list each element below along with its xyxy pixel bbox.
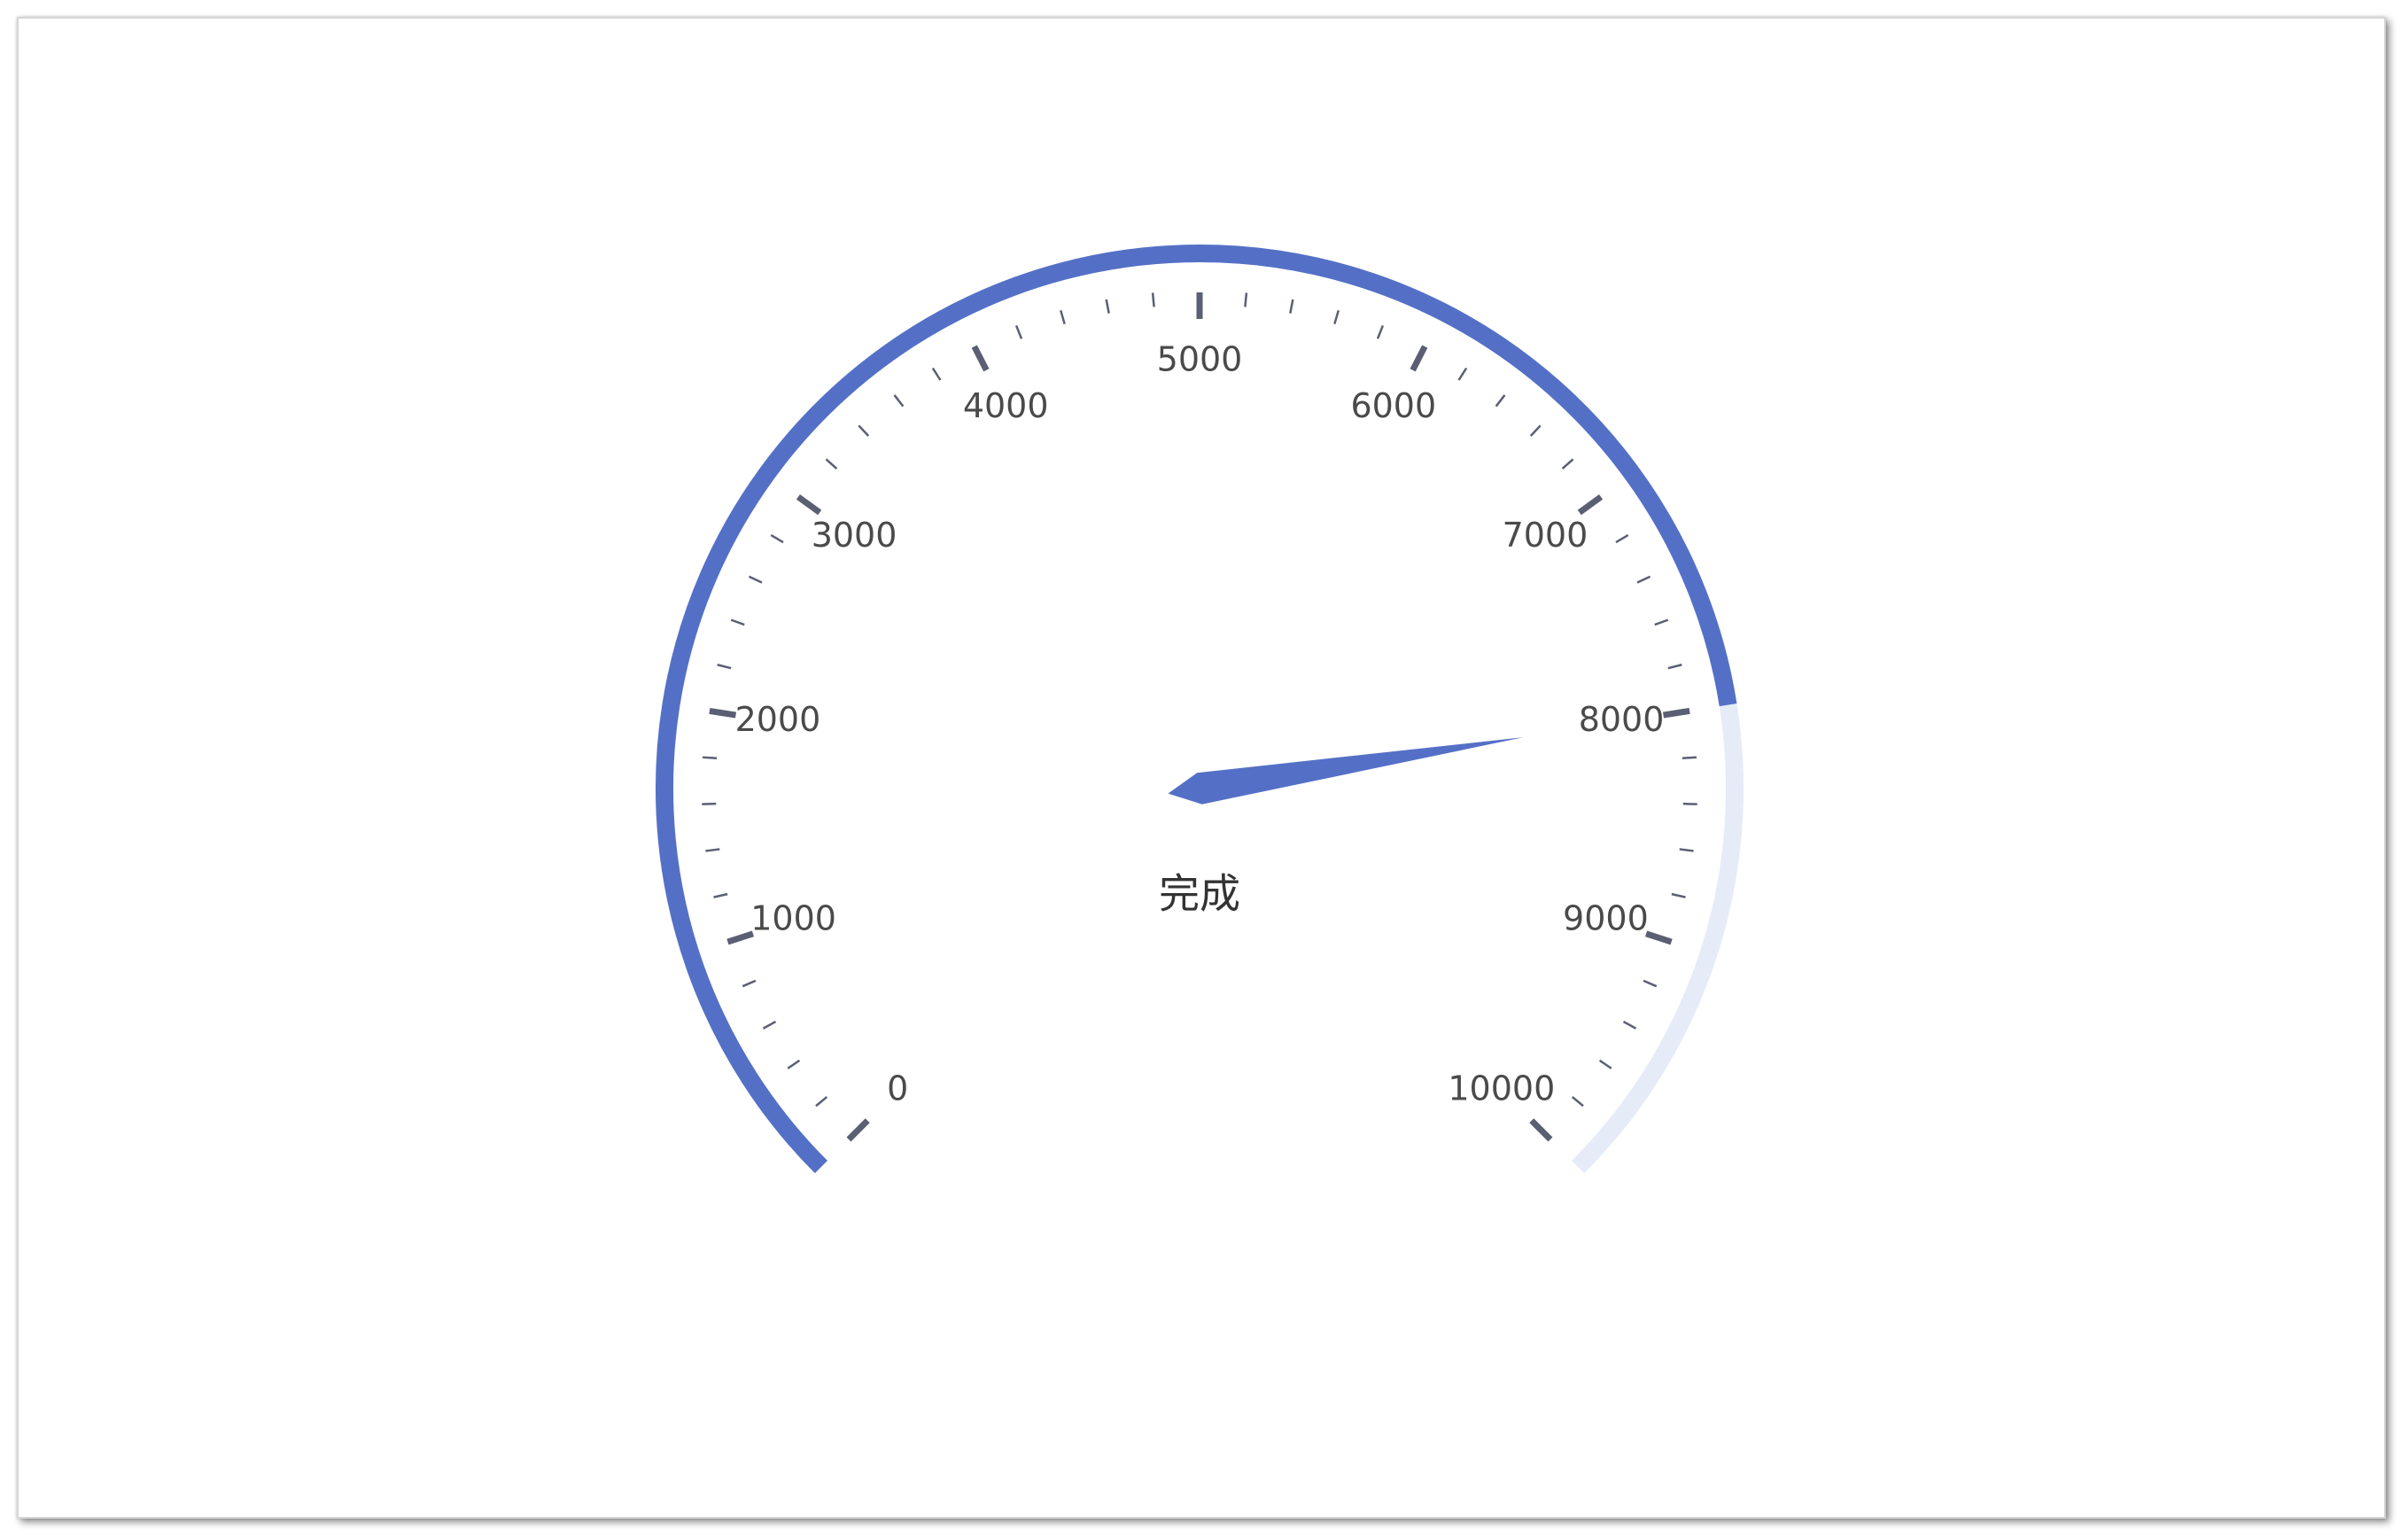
gauge-minor-tick [1622, 1020, 1637, 1030]
gauge-minor-tick [742, 979, 757, 988]
gauge-minor-tick [770, 533, 784, 544]
gauge-minor-tick [1671, 892, 1686, 898]
gauge-major-tick [971, 345, 990, 372]
gauge-progress-layer [656, 244, 1737, 1174]
gauge-tick-label: 0 [887, 1069, 908, 1108]
gauge-tick-label: 10000 [1448, 1069, 1555, 1108]
gauge-tick-label: 1000 [750, 898, 836, 937]
gauge-tick-label: 7000 [1503, 516, 1589, 555]
gauge-minor-tick [705, 848, 720, 852]
gauge-tick-label: 6000 [1350, 386, 1436, 425]
gauge-minor-tick [762, 1020, 777, 1030]
gauge-minor-tick [1679, 848, 1694, 852]
gauge-minor-tick [1151, 292, 1155, 307]
gauge-major-tick [1410, 345, 1428, 372]
gauge-minor-tick [713, 892, 728, 898]
gauge-minor-ticks [702, 292, 1697, 1108]
gauge-minor-tick [1333, 309, 1340, 325]
gauge-major-tick [1644, 930, 1673, 945]
gauge-minor-tick [1495, 394, 1506, 408]
gauge-minor-tick [1667, 664, 1682, 670]
gauge-minor-tick [1571, 1096, 1584, 1108]
gauge-major-tick [1662, 707, 1690, 719]
gauge-minor-tick [1457, 367, 1468, 381]
gauge-minor-tick [1615, 533, 1629, 544]
gauge-pointer-layer [1168, 737, 1524, 804]
gauge-minor-tick [730, 618, 745, 626]
gauge-major-tick [796, 494, 822, 516]
gauge-major-ticks [709, 292, 1690, 1142]
gauge-progress-arc [656, 244, 1737, 1174]
gauge-minor-tick [1376, 325, 1385, 339]
gauge-tick-label: 2000 [735, 700, 821, 739]
gauge-tick-label: 8000 [1579, 700, 1665, 739]
gauge-minor-tick [1598, 1059, 1612, 1069]
gauge-major-tick [846, 1118, 870, 1142]
gauge-minor-tick [1244, 292, 1248, 307]
gauge-tick-label: 4000 [963, 386, 1049, 425]
gauge-tick-label: 3000 [812, 516, 897, 555]
gauge-minor-tick [1643, 979, 1658, 988]
gauge-detail-label: 完成 [1159, 870, 1240, 918]
gauge-minor-tick [1636, 575, 1651, 584]
gauge-minor-tick [1014, 325, 1023, 339]
gauge-minor-tick [815, 1096, 828, 1108]
gauge-major-tick [709, 707, 737, 719]
chart-frame [17, 17, 2386, 1519]
gauge-pointer [1168, 737, 1524, 804]
gauge-minor-tick [1529, 424, 1542, 437]
gauge-minor-tick [717, 664, 732, 670]
gauge-track-arc [656, 245, 1744, 1174]
gauge-tick-label: 5000 [1157, 340, 1243, 379]
gauge-tick-label: 9000 [1563, 898, 1649, 937]
gauge-minor-tick [931, 367, 942, 381]
gauge-major-tick [726, 930, 755, 945]
gauge-minor-tick [1105, 299, 1110, 314]
gauge-minor-tick [893, 394, 905, 408]
gauge-minor-tick [1060, 309, 1066, 325]
gauge-major-tick [1577, 494, 1604, 516]
gauge-minor-tick [1561, 458, 1574, 470]
gauge-major-tick [1529, 1118, 1553, 1142]
gauge-minor-tick [787, 1059, 801, 1069]
gauge-minor-tick [825, 458, 838, 470]
gauge-track-layer [656, 245, 1744, 1174]
gauge-minor-tick [1289, 299, 1294, 314]
gauge-minor-tick [858, 424, 870, 437]
gauge-minor-tick [1654, 618, 1669, 626]
gauge-tick-labels: 0 1000 2000 3000 4000 5000 6000 7000 8000 9000 100… [735, 340, 1665, 1108]
gauge-minor-tick [748, 575, 763, 584]
